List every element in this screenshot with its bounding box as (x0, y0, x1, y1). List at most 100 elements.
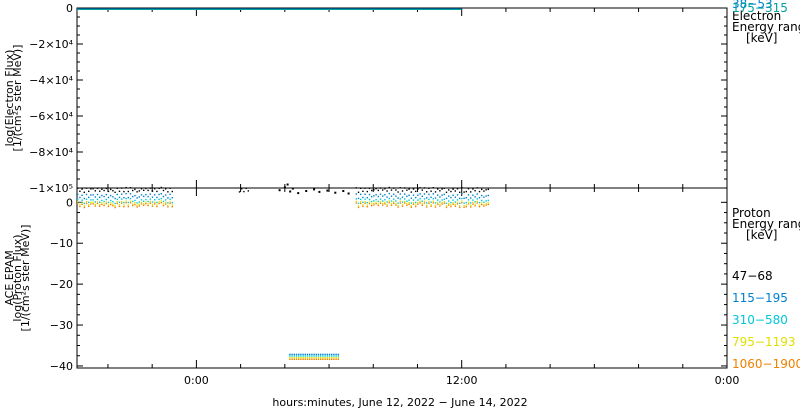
data-point (377, 203, 379, 205)
data-point (412, 188, 415, 190)
data-point (147, 189, 149, 192)
data-point (138, 196, 140, 198)
data-point (328, 358, 331, 360)
x-axis-label: hours:minutes, June 12, 2022 − June 14, … (272, 396, 527, 409)
data-point (331, 358, 333, 360)
data-point (326, 189, 329, 192)
data-point (393, 187, 395, 189)
data-point (291, 353, 293, 356)
data-point (158, 193, 160, 196)
data-point (90, 188, 92, 190)
data-point (362, 204, 364, 206)
data-point (355, 200, 357, 203)
data-point (127, 190, 129, 193)
data-point (364, 202, 366, 204)
data-point (123, 190, 125, 193)
data-point (326, 357, 328, 359)
data-point (454, 205, 456, 207)
legend-entry: 310−580 (732, 313, 788, 327)
data-point (487, 194, 489, 197)
data-point (160, 193, 162, 195)
data-point (324, 357, 326, 359)
data-point (388, 192, 390, 195)
data-point (485, 204, 487, 206)
data-point (472, 201, 474, 204)
data-point (313, 358, 315, 360)
data-point (94, 196, 96, 198)
data-point (96, 187, 99, 190)
data-point (401, 190, 404, 192)
data-point (355, 187, 357, 189)
data-point (165, 203, 167, 205)
data-point (386, 190, 388, 192)
data-point (306, 353, 309, 356)
data-point (105, 201, 107, 203)
data-point (388, 200, 390, 202)
data-point (309, 353, 311, 356)
data-point (377, 204, 379, 207)
data-point (105, 187, 107, 190)
data-point (162, 195, 165, 198)
data-point (171, 206, 173, 208)
data-point (395, 202, 397, 205)
data-point (397, 206, 399, 208)
data-point (428, 202, 430, 205)
data-point (432, 193, 434, 195)
data-point (437, 194, 439, 196)
data-point (375, 203, 377, 205)
data-point (393, 200, 395, 203)
data-point (81, 194, 83, 196)
data-point (129, 187, 132, 189)
data-point (317, 353, 320, 356)
data-point (138, 190, 140, 192)
data-point (134, 203, 136, 206)
data-point (399, 193, 401, 195)
data-point (103, 195, 105, 198)
data-point (397, 191, 399, 193)
data-point (408, 202, 410, 204)
series-47−68 (77, 183, 489, 195)
data-point (375, 194, 377, 196)
data-point (79, 196, 81, 199)
data-point (96, 202, 99, 205)
data-point (145, 202, 147, 205)
data-point (412, 201, 415, 204)
data-point (382, 200, 384, 202)
data-point (467, 201, 470, 203)
data-point (379, 187, 382, 189)
data-point (377, 200, 379, 203)
data-point (478, 201, 481, 204)
data-point (417, 188, 419, 190)
data-point (149, 187, 151, 189)
data-point (408, 194, 410, 196)
data-point (90, 199, 92, 201)
data-point (121, 200, 123, 203)
data-point (443, 201, 445, 203)
data-point (101, 188, 103, 190)
data-point (125, 200, 127, 202)
data-point (151, 190, 154, 192)
data-point (322, 358, 324, 360)
data-point (309, 357, 311, 359)
data-point (371, 200, 373, 203)
legend-entry: 47−68 (732, 269, 773, 283)
data-point (476, 200, 478, 203)
data-point (397, 202, 399, 204)
data-point (103, 189, 105, 192)
legend-entry: 1060−1900 (732, 357, 800, 371)
data-point (384, 188, 386, 190)
data-point (459, 202, 461, 204)
data-point (101, 194, 103, 197)
data-point (107, 190, 110, 193)
data-point (291, 358, 293, 360)
data-point (478, 197, 481, 199)
data-point (85, 187, 88, 189)
data-point (386, 201, 388, 203)
data-point (443, 193, 445, 196)
data-point (154, 203, 156, 205)
data-point (390, 189, 393, 191)
data-point (79, 201, 81, 204)
data-point (324, 353, 326, 356)
data-point (415, 205, 417, 208)
data-point (127, 201, 129, 204)
